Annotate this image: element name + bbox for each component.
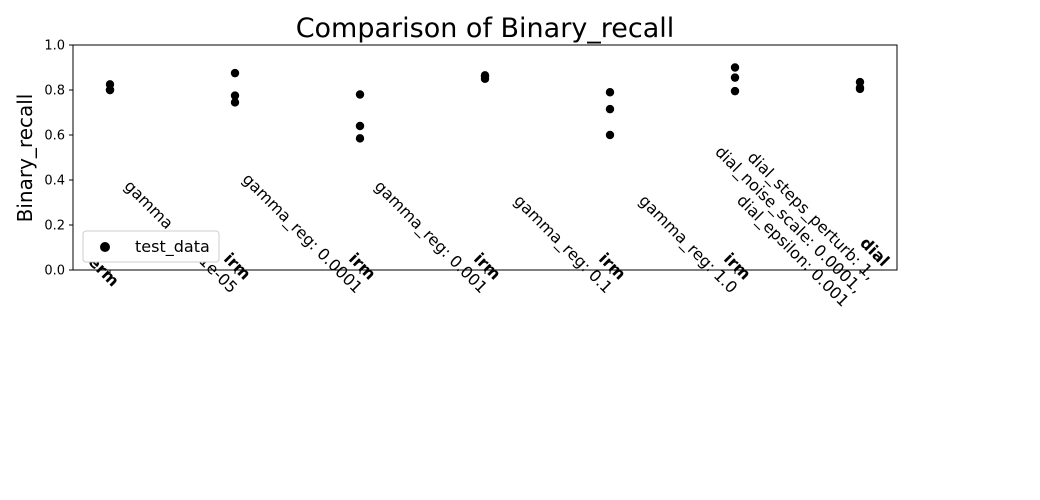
data-point	[355, 90, 365, 99]
data-point	[605, 130, 615, 140]
data-point	[230, 91, 240, 100]
y-tick-label: 0.6	[44, 129, 65, 144]
data-point	[105, 85, 115, 95]
data-point	[230, 68, 240, 78]
y-tick-label: 1.0	[44, 39, 65, 54]
legend-marker	[100, 242, 110, 252]
x-tick-param: gamma_reg: 0.001	[370, 177, 491, 298]
y-axis: 0.0 0.2 0.4 0.6 0.8 1.0	[44, 39, 73, 279]
y-axis-label: Binary_recall	[13, 94, 37, 223]
y-tick-label: 0.2	[44, 219, 65, 234]
data-point	[355, 134, 365, 143]
legend-label: test_data	[135, 237, 210, 257]
x-tick-param: gamma_reg: 0.0001	[238, 169, 366, 297]
y-tick-label: 0.8	[44, 84, 65, 99]
data-point	[230, 98, 240, 107]
data-point	[605, 88, 615, 97]
data-point	[355, 121, 365, 131]
data-point	[730, 86, 740, 96]
data-points	[105, 63, 865, 143]
chart-title: Comparison of Binary_recall	[296, 13, 675, 44]
y-tick-label: 0.0	[44, 264, 65, 279]
y-tick-label: 0.4	[44, 174, 65, 189]
data-point	[605, 104, 615, 114]
data-point	[730, 63, 740, 72]
x-tick-param: gamma_reg: 1.0	[635, 191, 742, 298]
data-point	[730, 73, 740, 82]
x-tick-param: gamma_reg: 0.1	[510, 191, 617, 298]
data-point	[480, 72, 490, 81]
legend-box	[82, 230, 220, 263]
legend: test_data	[82, 230, 220, 263]
data-point	[855, 84, 865, 94]
